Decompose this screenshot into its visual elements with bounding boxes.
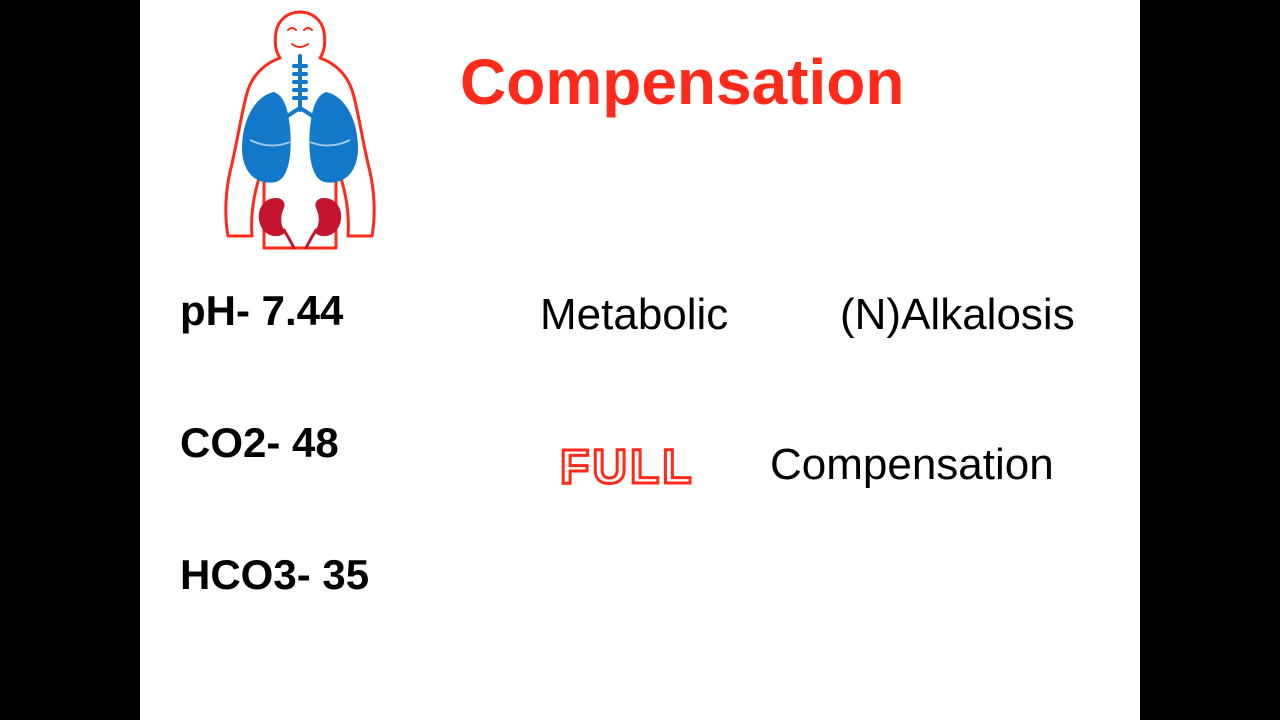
slide-title: Compensation bbox=[460, 45, 904, 119]
abg-value-ph: pH- 7.44 bbox=[180, 290, 369, 332]
abg-values: pH- 7.44 CO2- 48 HCO3- 35 bbox=[180, 290, 369, 686]
anatomy-illustration bbox=[180, 0, 420, 260]
slide-canvas: Compensation pH- 7.44 CO2- 48 bbox=[140, 0, 1140, 720]
interp-alkalosis: (N)Alkalosis bbox=[840, 290, 1075, 340]
abg-value-co2: CO2- 48 bbox=[180, 422, 369, 464]
interp-metabolic: Metabolic bbox=[540, 290, 728, 340]
anatomy-icon bbox=[180, 0, 420, 260]
interp-compensation: Compensation bbox=[770, 440, 1054, 490]
interp-full-emphasis: FULL bbox=[560, 440, 695, 495]
abg-value-hco3: HCO3- 35 bbox=[180, 554, 369, 596]
